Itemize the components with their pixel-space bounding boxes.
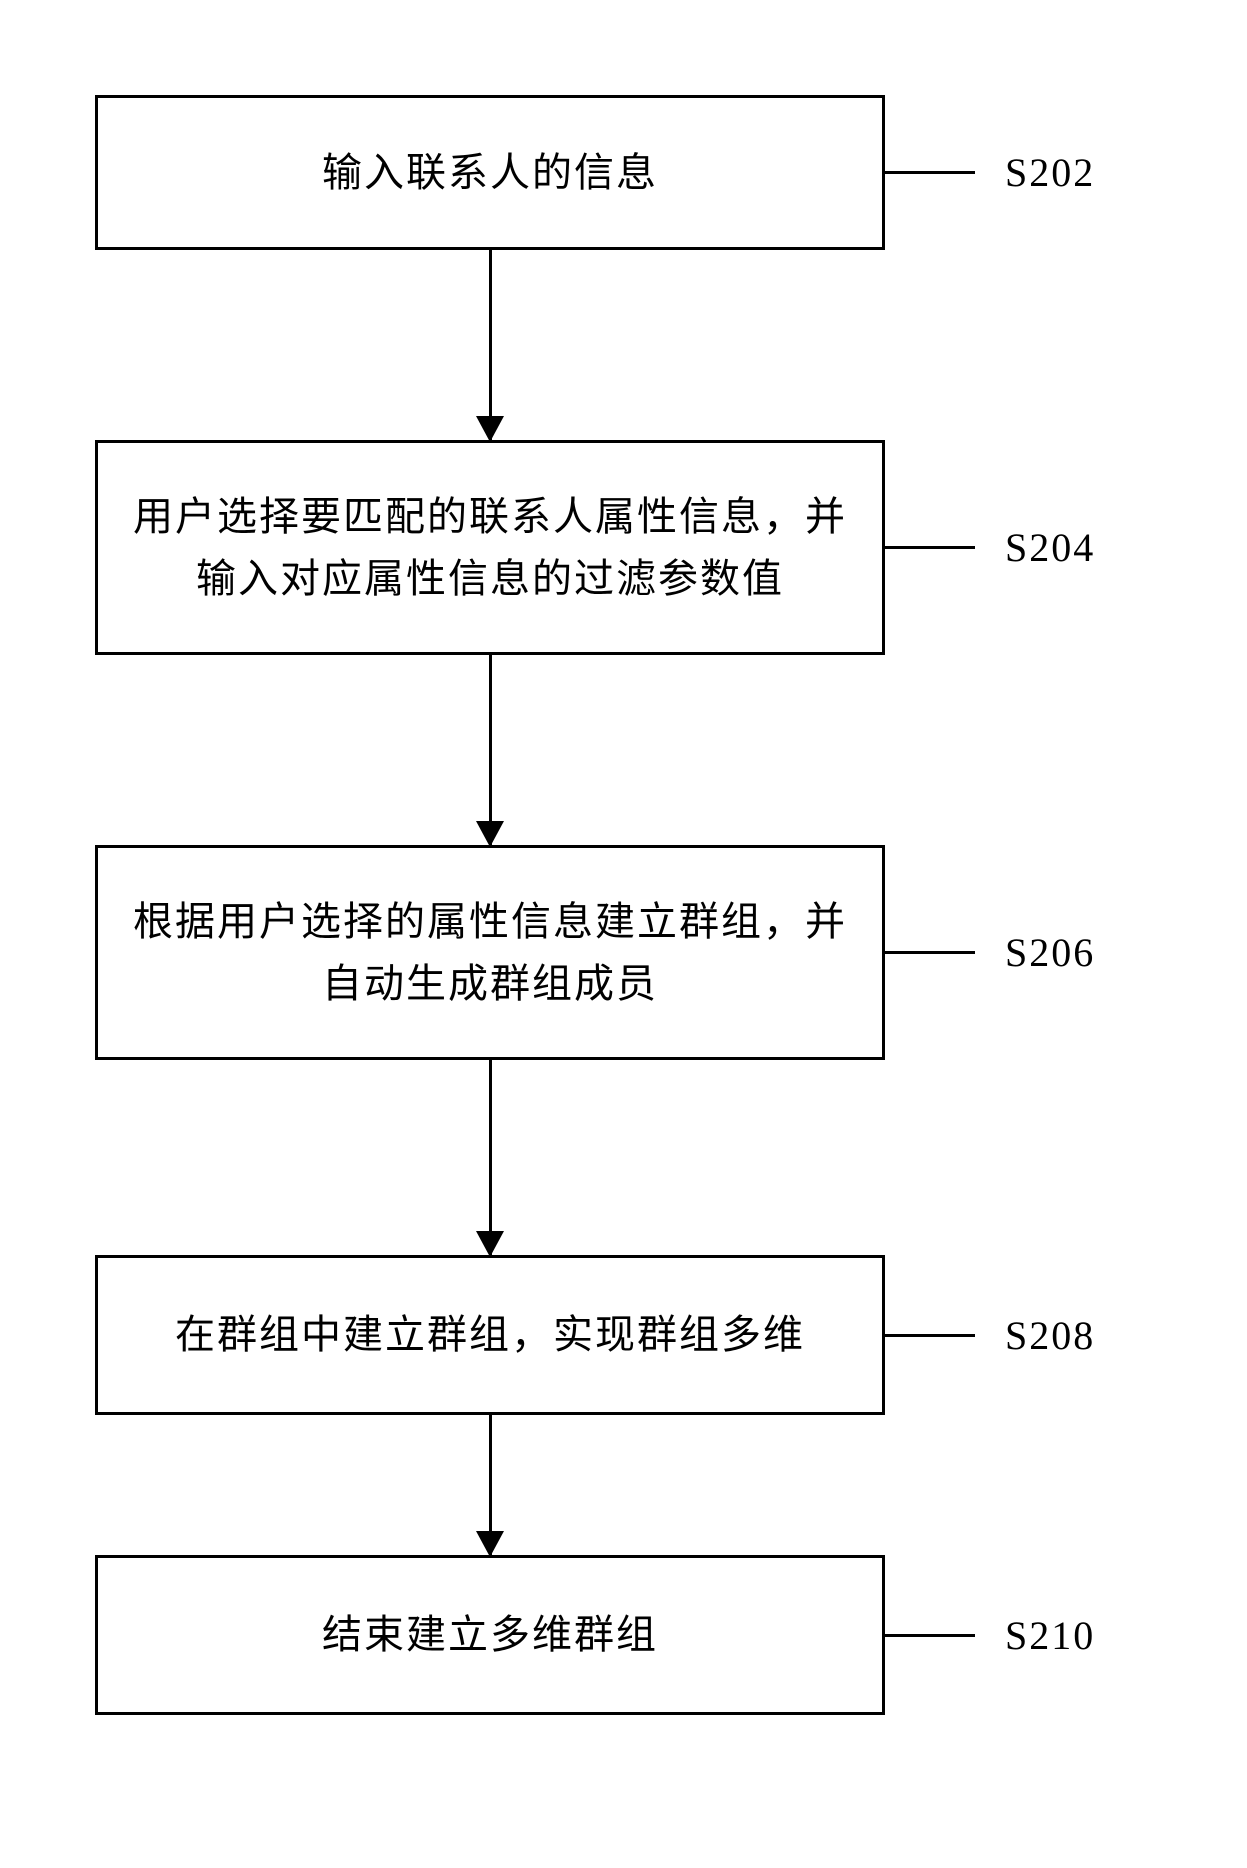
connector-line	[885, 951, 975, 954]
step-id-label: S208	[1005, 1312, 1095, 1359]
flow-step-row: 在群组中建立群组，实现群组多维 S208	[95, 1255, 1155, 1415]
arrow-wrap	[95, 1415, 885, 1555]
flow-node: 根据用户选择的属性信息建立群组，并自动生成群组成员	[95, 845, 885, 1060]
flow-node-text: 在群组中建立群组，实现群组多维	[175, 1304, 805, 1366]
arrow-wrap	[95, 655, 885, 845]
flow-node: 用户选择要匹配的联系人属性信息，并输入对应属性信息的过滤参数值	[95, 440, 885, 655]
connector-line	[885, 546, 975, 549]
connector-line	[885, 1334, 975, 1337]
flow-node-text: 结束建立多维群组	[322, 1604, 658, 1666]
flow-step-row: 结束建立多维群组 S210	[95, 1555, 1155, 1715]
step-id-label: S204	[1005, 524, 1095, 571]
flow-node: 结束建立多维群组	[95, 1555, 885, 1715]
connector-line	[885, 1634, 975, 1637]
flow-node-text: 输入联系人的信息	[322, 142, 658, 204]
arrow-down-icon	[489, 250, 492, 440]
step-id-label: S206	[1005, 929, 1095, 976]
flowchart: 输入联系人的信息 S202 用户选择要匹配的联系人属性信息，并输入对应属性信息的过滤…	[95, 95, 1155, 1715]
flow-node-text: 根据用户选择的属性信息建立群组，并自动生成群组成员	[128, 891, 852, 1015]
flow-node: 在群组中建立群组，实现群组多维	[95, 1255, 885, 1415]
arrow-down-icon	[489, 1415, 492, 1555]
flow-step-row: 根据用户选择的属性信息建立群组，并自动生成群组成员 S206	[95, 845, 1155, 1060]
flow-node: 输入联系人的信息	[95, 95, 885, 250]
arrow-wrap	[95, 1060, 885, 1255]
flow-step-row: 输入联系人的信息 S202	[95, 95, 1155, 250]
step-id-label: S202	[1005, 149, 1095, 196]
flow-step-row: 用户选择要匹配的联系人属性信息，并输入对应属性信息的过滤参数值 S204	[95, 440, 1155, 655]
arrow-wrap	[95, 250, 885, 440]
arrow-down-icon	[489, 655, 492, 845]
step-id-label: S210	[1005, 1612, 1095, 1659]
flow-node-text: 用户选择要匹配的联系人属性信息，并输入对应属性信息的过滤参数值	[128, 486, 852, 610]
connector-line	[885, 171, 975, 174]
arrow-down-icon	[489, 1060, 492, 1255]
